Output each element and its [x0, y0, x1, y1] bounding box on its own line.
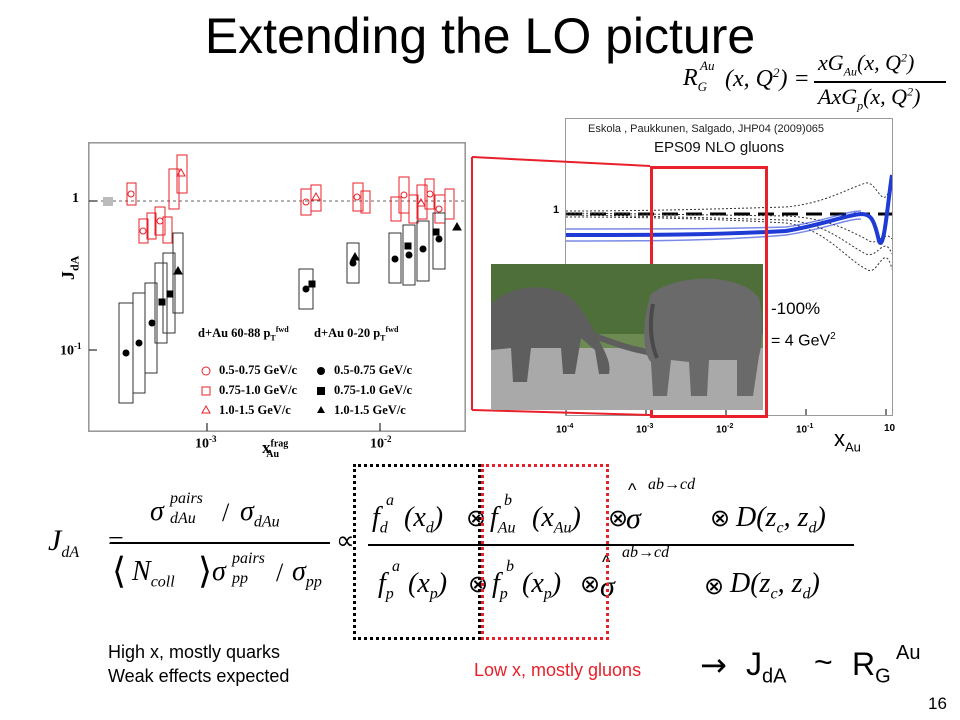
- legend-row-2-left: 0.75-1.0 GeV/c: [219, 383, 298, 397]
- eps09-xtick-3: 10-2: [716, 423, 734, 436]
- legend-row-3-left: 1.0-1.5 GeV/c: [219, 403, 291, 417]
- jda-plot-svg: [89, 143, 465, 431]
- ratio-formula: RG Au (x, Q2) = xGAu(x, Q2) AxGp(x, Q2): [683, 48, 953, 116]
- slide-title: Extending the LO picture: [204, 8, 756, 64]
- legend-head-central: d+Au 0-20 pTfwd: [314, 325, 399, 343]
- formula-fd-sub: d: [379, 519, 388, 537]
- formula-pp-den: pp: [232, 570, 248, 587]
- citation: Eskola , Paukkunen, Salgado, JHP04 (2009…: [588, 123, 825, 135]
- legend-row-3-right: 1.0-1.5 GeV/c: [334, 403, 406, 417]
- legend-row-2-right: 0.75-1.0 GeV/c: [334, 383, 413, 397]
- q2-label: = 4 GeV2: [771, 331, 836, 350]
- eps09-label: EPS09 NLO gluons: [654, 139, 785, 156]
- eps09-xtick-1: 10-4: [556, 423, 574, 436]
- result-arrow: →: [700, 646, 727, 684]
- jda-xtick-1: 10-3: [195, 434, 217, 452]
- formula-otimes-2: ⊗: [608, 505, 629, 532]
- jda-plot: d+Au 60-88 pTfwd d+Au 0-20 pTfwd 0.5-0.7…: [88, 142, 466, 432]
- ratio-den-close: ): [913, 84, 921, 109]
- caption-high-x-2: Weak effects expected: [108, 666, 290, 686]
- ratio-den-args: (x, Q: [863, 84, 908, 109]
- legend-markers-red: [201, 366, 211, 414]
- ratio-num-close: ): [906, 50, 915, 75]
- caption-low-x: Low x, mostly gluons: [474, 660, 642, 680]
- ratio-lhs-end: ) =: [779, 66, 810, 92]
- formula-fp-sub: p: [385, 585, 394, 603]
- page-number: 16: [928, 694, 947, 713]
- ratio-num: xG: [818, 50, 844, 75]
- formula-fAu-sup: b: [504, 492, 512, 509]
- norm-uncertainty-box: [103, 197, 113, 206]
- caption-high-x-1: High x, mostly quarks: [108, 642, 281, 662]
- formula-otimes-6: ⊗: [704, 573, 725, 600]
- percent-label: -100%: [771, 299, 821, 318]
- formula-sigma-pp-sub: pp: [305, 573, 322, 591]
- ratio-den-sub: p: [857, 98, 864, 113]
- eps09-x-label: xAu: [834, 426, 861, 455]
- eps09-ytick-1: 1: [553, 204, 560, 216]
- legend-row-1-right: 0.5-0.75 GeV/c: [334, 363, 413, 377]
- legend-row-1-left: 0.5-0.75 GeV/c: [219, 363, 298, 377]
- result-R-sup: Au: [896, 642, 921, 664]
- peripheral-points: [126, 154, 455, 244]
- formula-proportional: ∝: [336, 526, 355, 555]
- formula-pairs-den: pairs: [232, 550, 265, 567]
- jda-xtick-2: 10-2: [370, 434, 392, 452]
- ratio-fraction-bar: [814, 81, 946, 83]
- formula-J: J: [48, 524, 62, 557]
- result-tilde: ~: [814, 644, 833, 680]
- formula-sigma-den: σ: [212, 556, 226, 587]
- eps09-central-curve: [566, 174, 892, 245]
- legend-markers-black: [317, 367, 325, 413]
- formula-otimes-3: ⊗: [710, 505, 731, 532]
- formula-process-den: ab→cd: [622, 544, 670, 561]
- ratio-R-sub: G: [697, 78, 708, 94]
- formula-slash-num: /: [222, 498, 230, 527]
- jda-ytick-1: 1: [72, 191, 79, 206]
- formula-slash-den: /: [276, 558, 284, 587]
- jda-formula: JdA = σ pairs dAu / σdAu ⟨ Ncoll ⟩ σ pai…: [0, 460, 960, 640]
- formula-fraction-bar-left: [110, 542, 330, 544]
- formula-fp-sup-a: a: [392, 558, 400, 575]
- eps09-xtick-4: 10-1: [796, 423, 814, 436]
- result-J: JdA: [746, 646, 787, 688]
- formula-process-num: ab→cd: [648, 476, 696, 493]
- formula-dAu-num: dAu: [170, 510, 196, 527]
- legend-head-peripheral: d+Au 60-88 pTfwd: [198, 325, 289, 343]
- jda-x-label: xfragAu: [262, 438, 289, 461]
- formula-sigma-dAu-sub: dAu: [253, 513, 280, 531]
- formula-fraction-bar-right: [368, 544, 854, 546]
- ratio-num-sub: Au: [843, 64, 857, 79]
- formula-otimes-5: ⊗: [580, 571, 601, 598]
- ratio-R: R: [683, 65, 698, 91]
- formula-fp-sup-b: b: [506, 558, 514, 575]
- formula-pairs-num: pairs: [170, 490, 203, 507]
- ratio-R-sup: Au: [700, 58, 715, 73]
- central-points: [118, 212, 462, 404]
- ratio-num-args: (x, Q: [857, 50, 901, 75]
- formula-sigma-hat-num: σ: [626, 502, 641, 535]
- elephant-photo: [491, 264, 763, 410]
- formula-coll: coll: [150, 573, 175, 591]
- result-R: RG: [852, 646, 891, 688]
- eps09-xtick-2: 10-3: [636, 423, 654, 436]
- eps09-xtick-5: 10: [884, 423, 896, 434]
- formula-sigma-num: σ: [150, 496, 164, 527]
- formula-equals: =: [108, 526, 124, 558]
- high-x-dotted-box: [353, 464, 481, 640]
- ratio-den: AxG: [818, 84, 858, 109]
- ratio-lhs-args: (x, Q: [725, 66, 773, 92]
- jda-ytick-01: 10-1: [60, 341, 82, 359]
- formula-N: N: [132, 556, 151, 587]
- formula-hat-num: ^: [628, 480, 637, 500]
- low-x-dotted-box: [481, 464, 609, 640]
- formula-fd-sup: a: [386, 492, 394, 509]
- formula-fAu-sub: Au: [497, 519, 516, 537]
- formula-J-sub: dA: [61, 544, 80, 561]
